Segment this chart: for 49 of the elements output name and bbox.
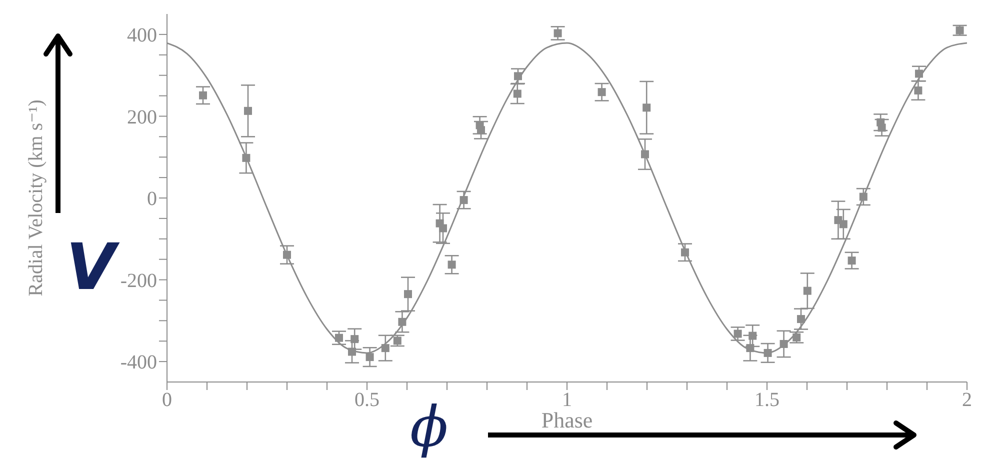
point — [393, 336, 402, 345]
point — [915, 70, 923, 78]
point — [681, 248, 689, 256]
x-tick-label: 0 — [162, 389, 172, 412]
point — [283, 250, 291, 259]
point — [381, 344, 390, 352]
point — [641, 150, 649, 158]
y-tick-label: 200 — [127, 106, 157, 128]
point — [448, 260, 456, 269]
point — [404, 290, 412, 298]
point — [797, 315, 805, 324]
point — [780, 340, 788, 348]
point — [554, 29, 562, 38]
point — [598, 88, 606, 96]
x-tick-label: 0.5 — [354, 389, 380, 412]
point — [792, 333, 801, 342]
point — [350, 335, 359, 344]
point — [244, 106, 252, 115]
point — [513, 90, 522, 98]
point — [746, 344, 754, 352]
point — [764, 348, 772, 357]
x-tick-label: 1.5 — [754, 389, 780, 412]
point — [859, 192, 868, 201]
point — [199, 91, 207, 100]
point — [803, 286, 812, 295]
point — [848, 256, 856, 265]
point — [366, 353, 374, 362]
point — [398, 318, 406, 326]
point — [514, 72, 522, 80]
y-tick-label: 400 — [127, 24, 157, 47]
point — [839, 220, 848, 228]
point — [335, 334, 343, 342]
point — [477, 126, 485, 134]
point — [878, 124, 886, 132]
point — [439, 224, 447, 232]
y-axis-title: Radial Velocity (km s⁻¹) — [25, 100, 48, 296]
x-tick-label: 2 — [962, 389, 972, 412]
point — [748, 332, 757, 340]
point — [242, 154, 250, 162]
point — [642, 104, 651, 112]
point — [956, 26, 964, 34]
y-tick-label: -400 — [120, 352, 157, 374]
y-tick-label: 0 — [147, 188, 157, 210]
point — [348, 348, 356, 356]
point — [914, 86, 922, 94]
text: ϕ — [410, 395, 448, 460]
y-tick-label: -200 — [120, 270, 157, 292]
point — [734, 330, 742, 338]
point — [460, 196, 468, 204]
